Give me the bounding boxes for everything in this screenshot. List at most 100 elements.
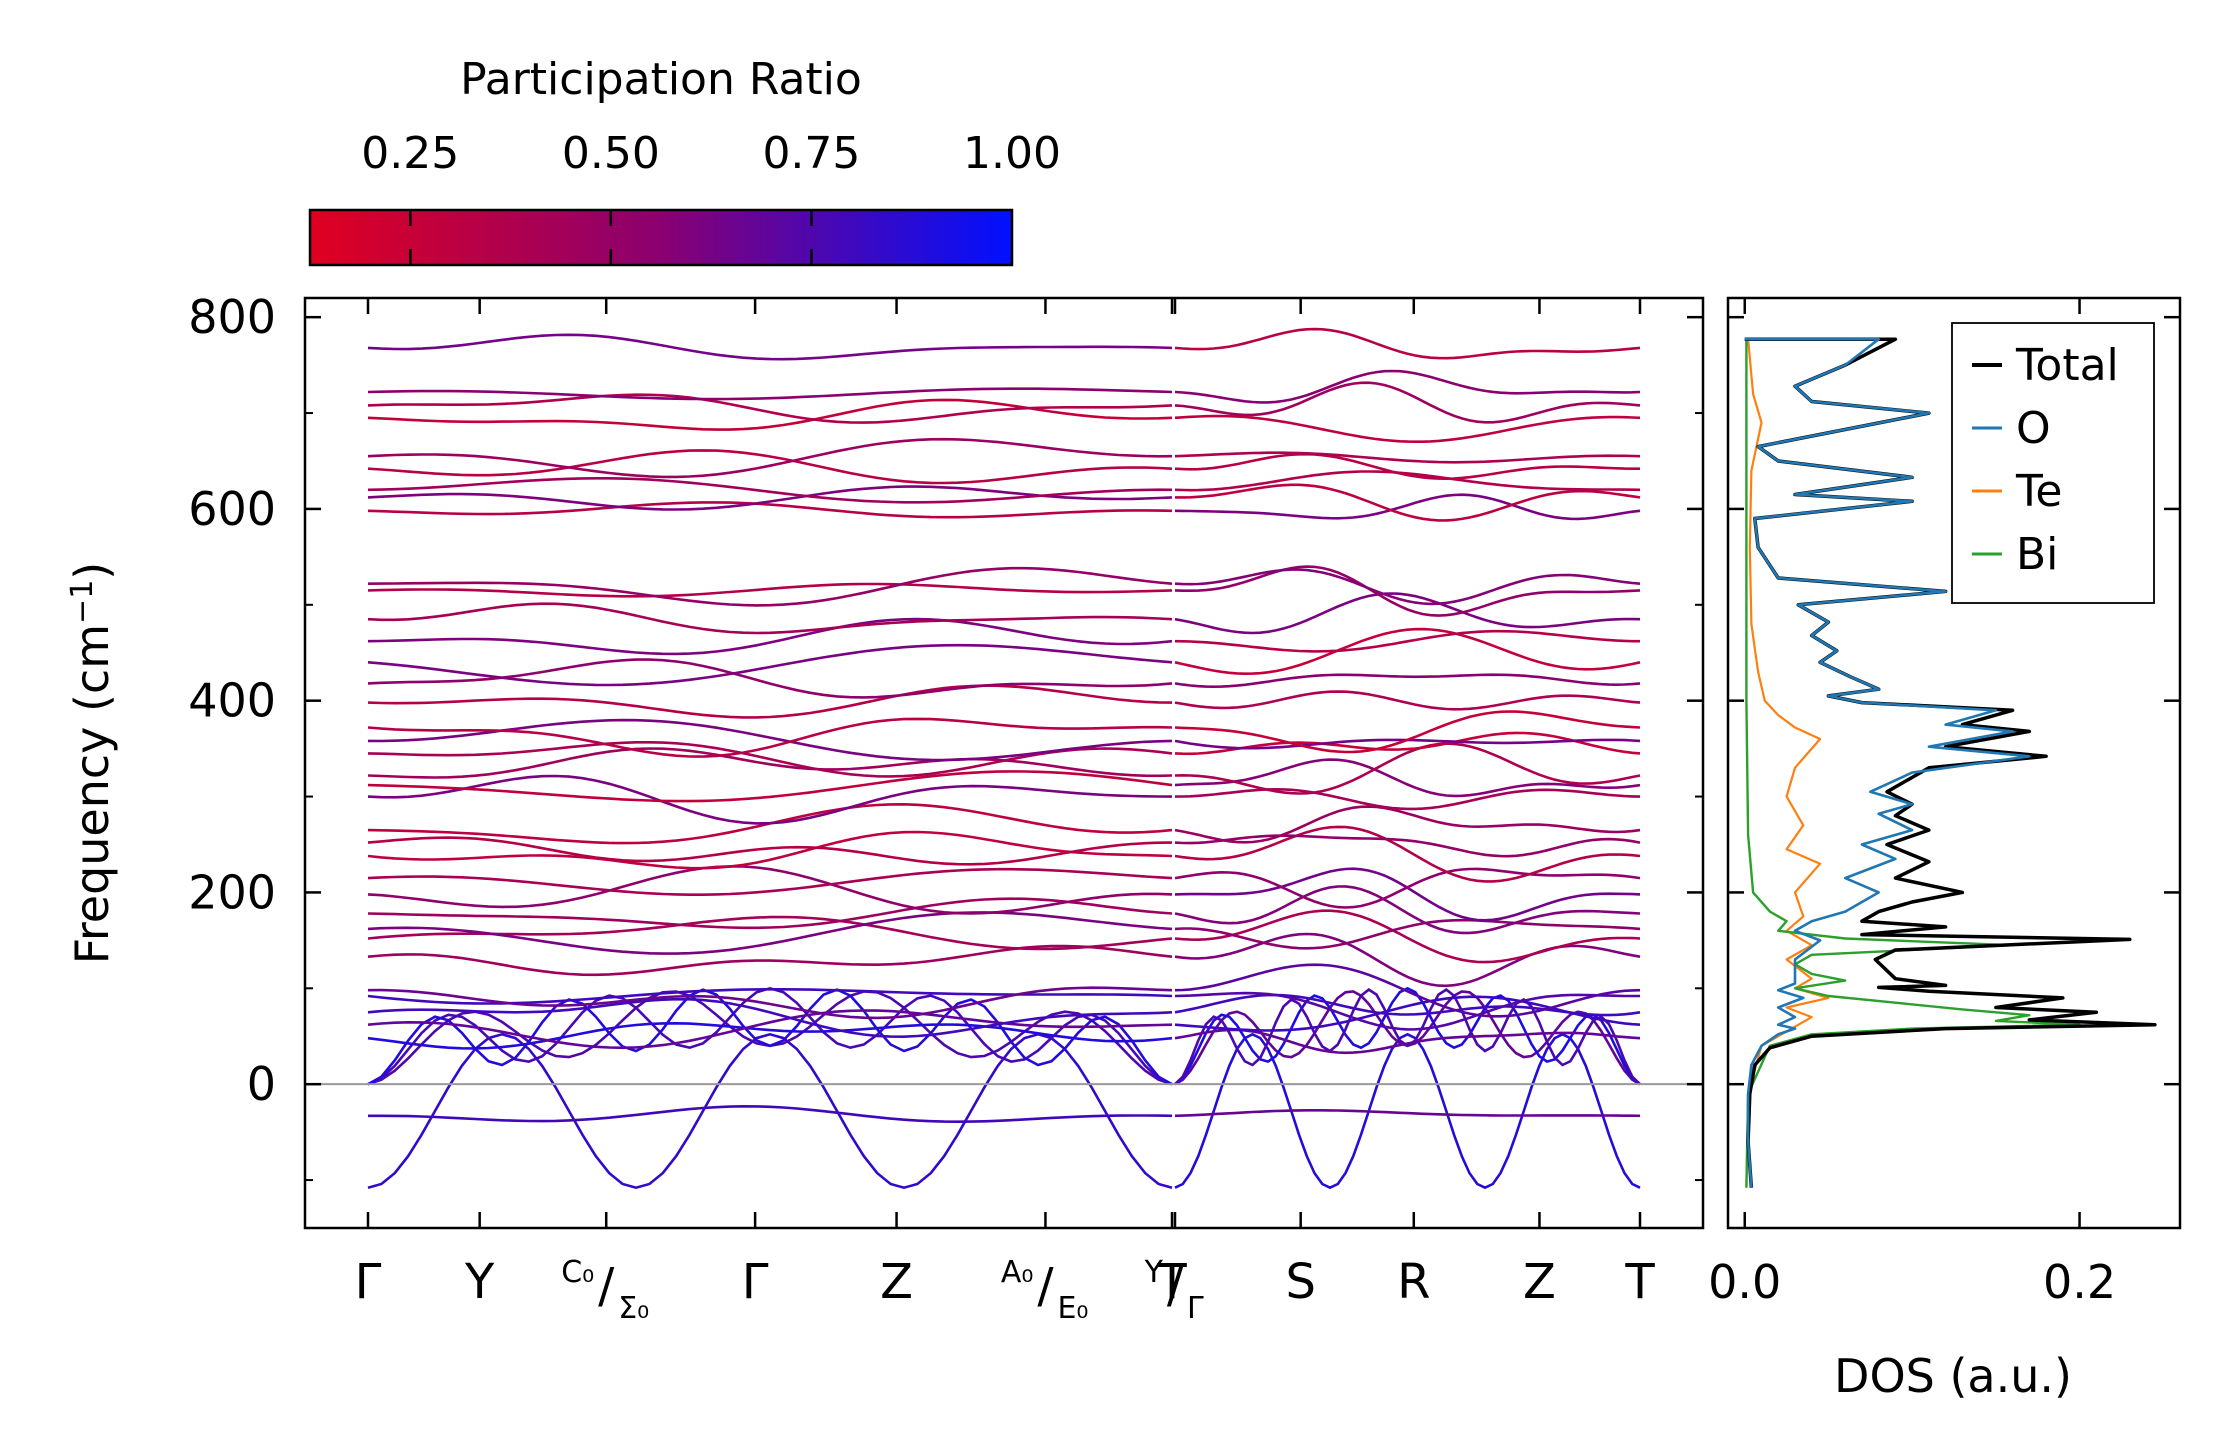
phonon-band xyxy=(367,741,1173,778)
x-tick-label: Y xyxy=(464,1254,495,1310)
phonon-band xyxy=(1174,414,1641,443)
phonon-band xyxy=(1175,483,1641,522)
x-tick-label-sup: C₀ xyxy=(561,1255,594,1290)
y-tick-label: 400 xyxy=(188,674,276,728)
phonon-band xyxy=(367,897,1173,930)
phonon-band xyxy=(367,865,1173,915)
phonon-band xyxy=(367,867,1173,896)
dos-series-o xyxy=(1744,337,2031,1188)
x-tick-label-sub: Γ xyxy=(1187,1291,1204,1326)
x-tick-label-slash: / xyxy=(1167,1258,1184,1314)
colorbar-tick-labels: 0.25 0.50 0.75 1.00 xyxy=(361,128,1061,179)
dos-x-tick-label: 0.0 xyxy=(1708,1255,1781,1309)
phonon-band xyxy=(1174,988,1641,1086)
phonon-band xyxy=(1174,493,1641,521)
phonon-band xyxy=(1174,867,1641,909)
phonon-band xyxy=(367,830,1173,870)
phonon-band xyxy=(1174,470,1641,492)
kpath-axis-ticks: Γ Y C₀ / Σ₀ Γ Z A₀ / E₀ TY / Γ S R Z T xyxy=(355,298,1655,1326)
x-tick-label: T xyxy=(1624,1254,1655,1310)
phonon-band xyxy=(367,911,1173,955)
x-tick-label-slash: / xyxy=(598,1258,615,1314)
phonon-band xyxy=(367,774,1173,825)
phonon-band xyxy=(1174,451,1641,464)
phonon-band xyxy=(367,501,1173,519)
phonon-band xyxy=(367,684,1173,719)
phonon-band xyxy=(1174,825,1641,883)
phonon-band xyxy=(367,387,1173,401)
phonon-band xyxy=(1174,327,1641,360)
phonon-band xyxy=(1174,673,1641,689)
phonon-band xyxy=(367,836,1173,866)
phonon-band xyxy=(367,566,1173,607)
colorbar-gradient xyxy=(308,208,1014,267)
phonon-band xyxy=(367,582,1173,598)
x-tick-label-composite: A₀ / E₀ xyxy=(1001,1255,1089,1326)
colorbar-tick-label: 0.50 xyxy=(562,128,660,179)
colorbar: Participation Ratio 0.25 0.50 0.75 1.00 xyxy=(308,54,1061,267)
dos-panel: 0.0 0.2 DOS (a.u.) Total O Te Bi xyxy=(1708,296,2182,1403)
phonon-band xyxy=(1174,369,1641,404)
phonon-band xyxy=(367,1021,1173,1050)
phonon-band xyxy=(367,988,1173,1086)
phonon-band xyxy=(367,1009,1173,1050)
phonon-band xyxy=(367,1032,1173,1190)
dos-series xyxy=(1744,337,2157,1188)
phonon-band xyxy=(367,617,1173,656)
phonon-band xyxy=(1174,629,1640,653)
phonon-band xyxy=(367,944,1173,977)
phonon-band xyxy=(367,997,1173,1039)
dos-axis-label: DOS (a.u.) xyxy=(1834,1349,2072,1403)
phonon-band xyxy=(1174,805,1641,844)
phonon-band xyxy=(367,717,1173,758)
legend-box xyxy=(1951,322,2155,604)
dos-axis-ticks: 0.0 0.2 xyxy=(1708,298,2180,1309)
dos-legend: Total O Te Bi xyxy=(1951,322,2155,604)
frequency-axis-label: Frequency (cm−1) xyxy=(65,562,119,965)
phonon-band xyxy=(367,770,1173,803)
colorbar-tick-label: 1.00 xyxy=(963,128,1061,179)
legend-label-total: Total xyxy=(2015,340,2119,391)
x-tick-label: S xyxy=(1285,1254,1315,1310)
x-tick-label: Z xyxy=(880,1254,913,1310)
legend-label-o: O xyxy=(2016,403,2051,454)
y-tick-label: 200 xyxy=(188,865,276,919)
phonon-band xyxy=(367,393,1173,424)
phonon-band xyxy=(1174,710,1641,754)
x-tick-label: R xyxy=(1397,1254,1430,1310)
colorbar-tick-label: 0.75 xyxy=(762,128,860,179)
phonon-band xyxy=(367,602,1173,635)
phonon-band xyxy=(1174,731,1641,756)
x-tick-label: Z xyxy=(1523,1254,1556,1310)
phonon-band xyxy=(367,333,1173,361)
phonon-band xyxy=(1174,963,1641,1018)
y-tick-label: 600 xyxy=(188,482,276,536)
x-tick-label: Γ xyxy=(355,1254,382,1310)
phonon-band xyxy=(1174,627,1641,676)
phonon-band xyxy=(1174,452,1640,481)
x-tick-label-slash: / xyxy=(1037,1258,1054,1314)
phonon-band xyxy=(1174,1109,1641,1118)
x-tick-label-sub: Σ₀ xyxy=(618,1291,649,1326)
phonon-band xyxy=(1174,993,1641,1017)
band-axes-frame xyxy=(303,296,1705,1230)
phonon-band xyxy=(1174,885,1641,935)
phonon-band xyxy=(367,398,1173,431)
phonon-bands xyxy=(367,327,1641,1190)
phonon-band xyxy=(1174,834,1641,858)
x-tick-label: Γ xyxy=(742,1254,769,1310)
phonon-band xyxy=(367,437,1173,479)
phonon-band xyxy=(1174,565,1641,617)
colorbar-tick-label: 0.25 xyxy=(361,128,459,179)
colorbar-label: Participation Ratio xyxy=(460,54,862,105)
dos-axes-frame xyxy=(1726,296,2182,1230)
dos-series-bi xyxy=(1745,339,2081,1188)
x-tick-label: T xyxy=(1156,1254,1187,1310)
y-tick-label: 0 xyxy=(247,1057,276,1111)
phonon-band xyxy=(1174,1032,1641,1190)
colorbar-ticks xyxy=(409,210,813,265)
phonon-band xyxy=(1174,690,1641,711)
legend-label-bi: Bi xyxy=(2016,529,2058,580)
